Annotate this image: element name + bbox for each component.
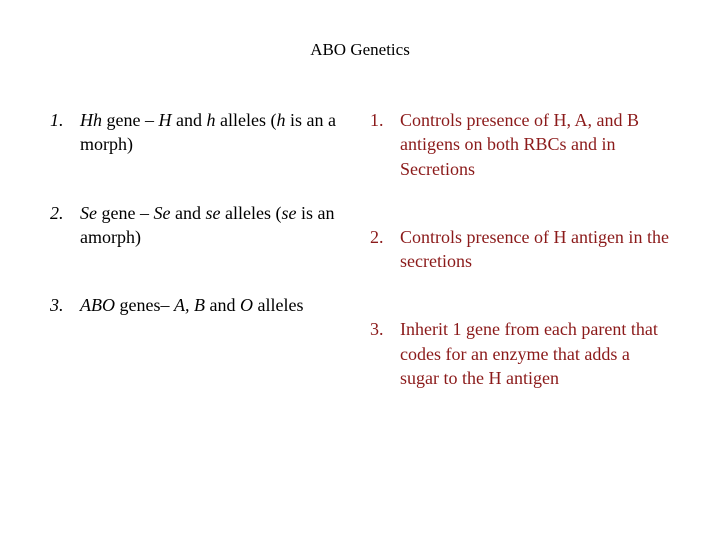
left-number-2: 2. xyxy=(50,201,80,250)
right-number-1: 1. xyxy=(370,108,400,181)
left-text-1: Hh gene – H and h alleles (h is an a mor… xyxy=(80,108,350,157)
left-number-3: 3. xyxy=(50,293,80,317)
left-item-1: 1. Hh gene – H and h alleles (h is an a … xyxy=(50,108,350,157)
right-text-1: Controls presence of H, A, and B antigen… xyxy=(400,108,670,181)
left-item-3: 3. ABO genes– A, B and O alleles xyxy=(50,293,350,317)
left-number-1: 1. xyxy=(50,108,80,157)
left-column: 1. Hh gene – H and h alleles (h is an a … xyxy=(50,108,350,434)
right-number-2: 2. xyxy=(370,225,400,274)
right-item-3: 3. Inherit 1 gene from each parent that … xyxy=(370,317,670,390)
right-column: 1. Controls presence of H, A, and B anti… xyxy=(370,108,670,434)
right-number-3: 3. xyxy=(370,317,400,390)
left-text-2: Se gene – Se and se alleles (se is an am… xyxy=(80,201,350,250)
left-text-3: ABO genes– A, B and O alleles xyxy=(80,293,303,317)
page-title: ABO Genetics xyxy=(50,40,670,60)
right-text-2: Controls presence of H antigen in the se… xyxy=(400,225,670,274)
left-item-2: 2. Se gene – Se and se alleles (se is an… xyxy=(50,201,350,250)
content-columns: 1. Hh gene – H and h alleles (h is an a … xyxy=(50,108,670,434)
right-item-2: 2. Controls presence of H antigen in the… xyxy=(370,225,670,274)
right-text-3: Inherit 1 gene from each parent that cod… xyxy=(400,317,670,390)
right-item-1: 1. Controls presence of H, A, and B anti… xyxy=(370,108,670,181)
